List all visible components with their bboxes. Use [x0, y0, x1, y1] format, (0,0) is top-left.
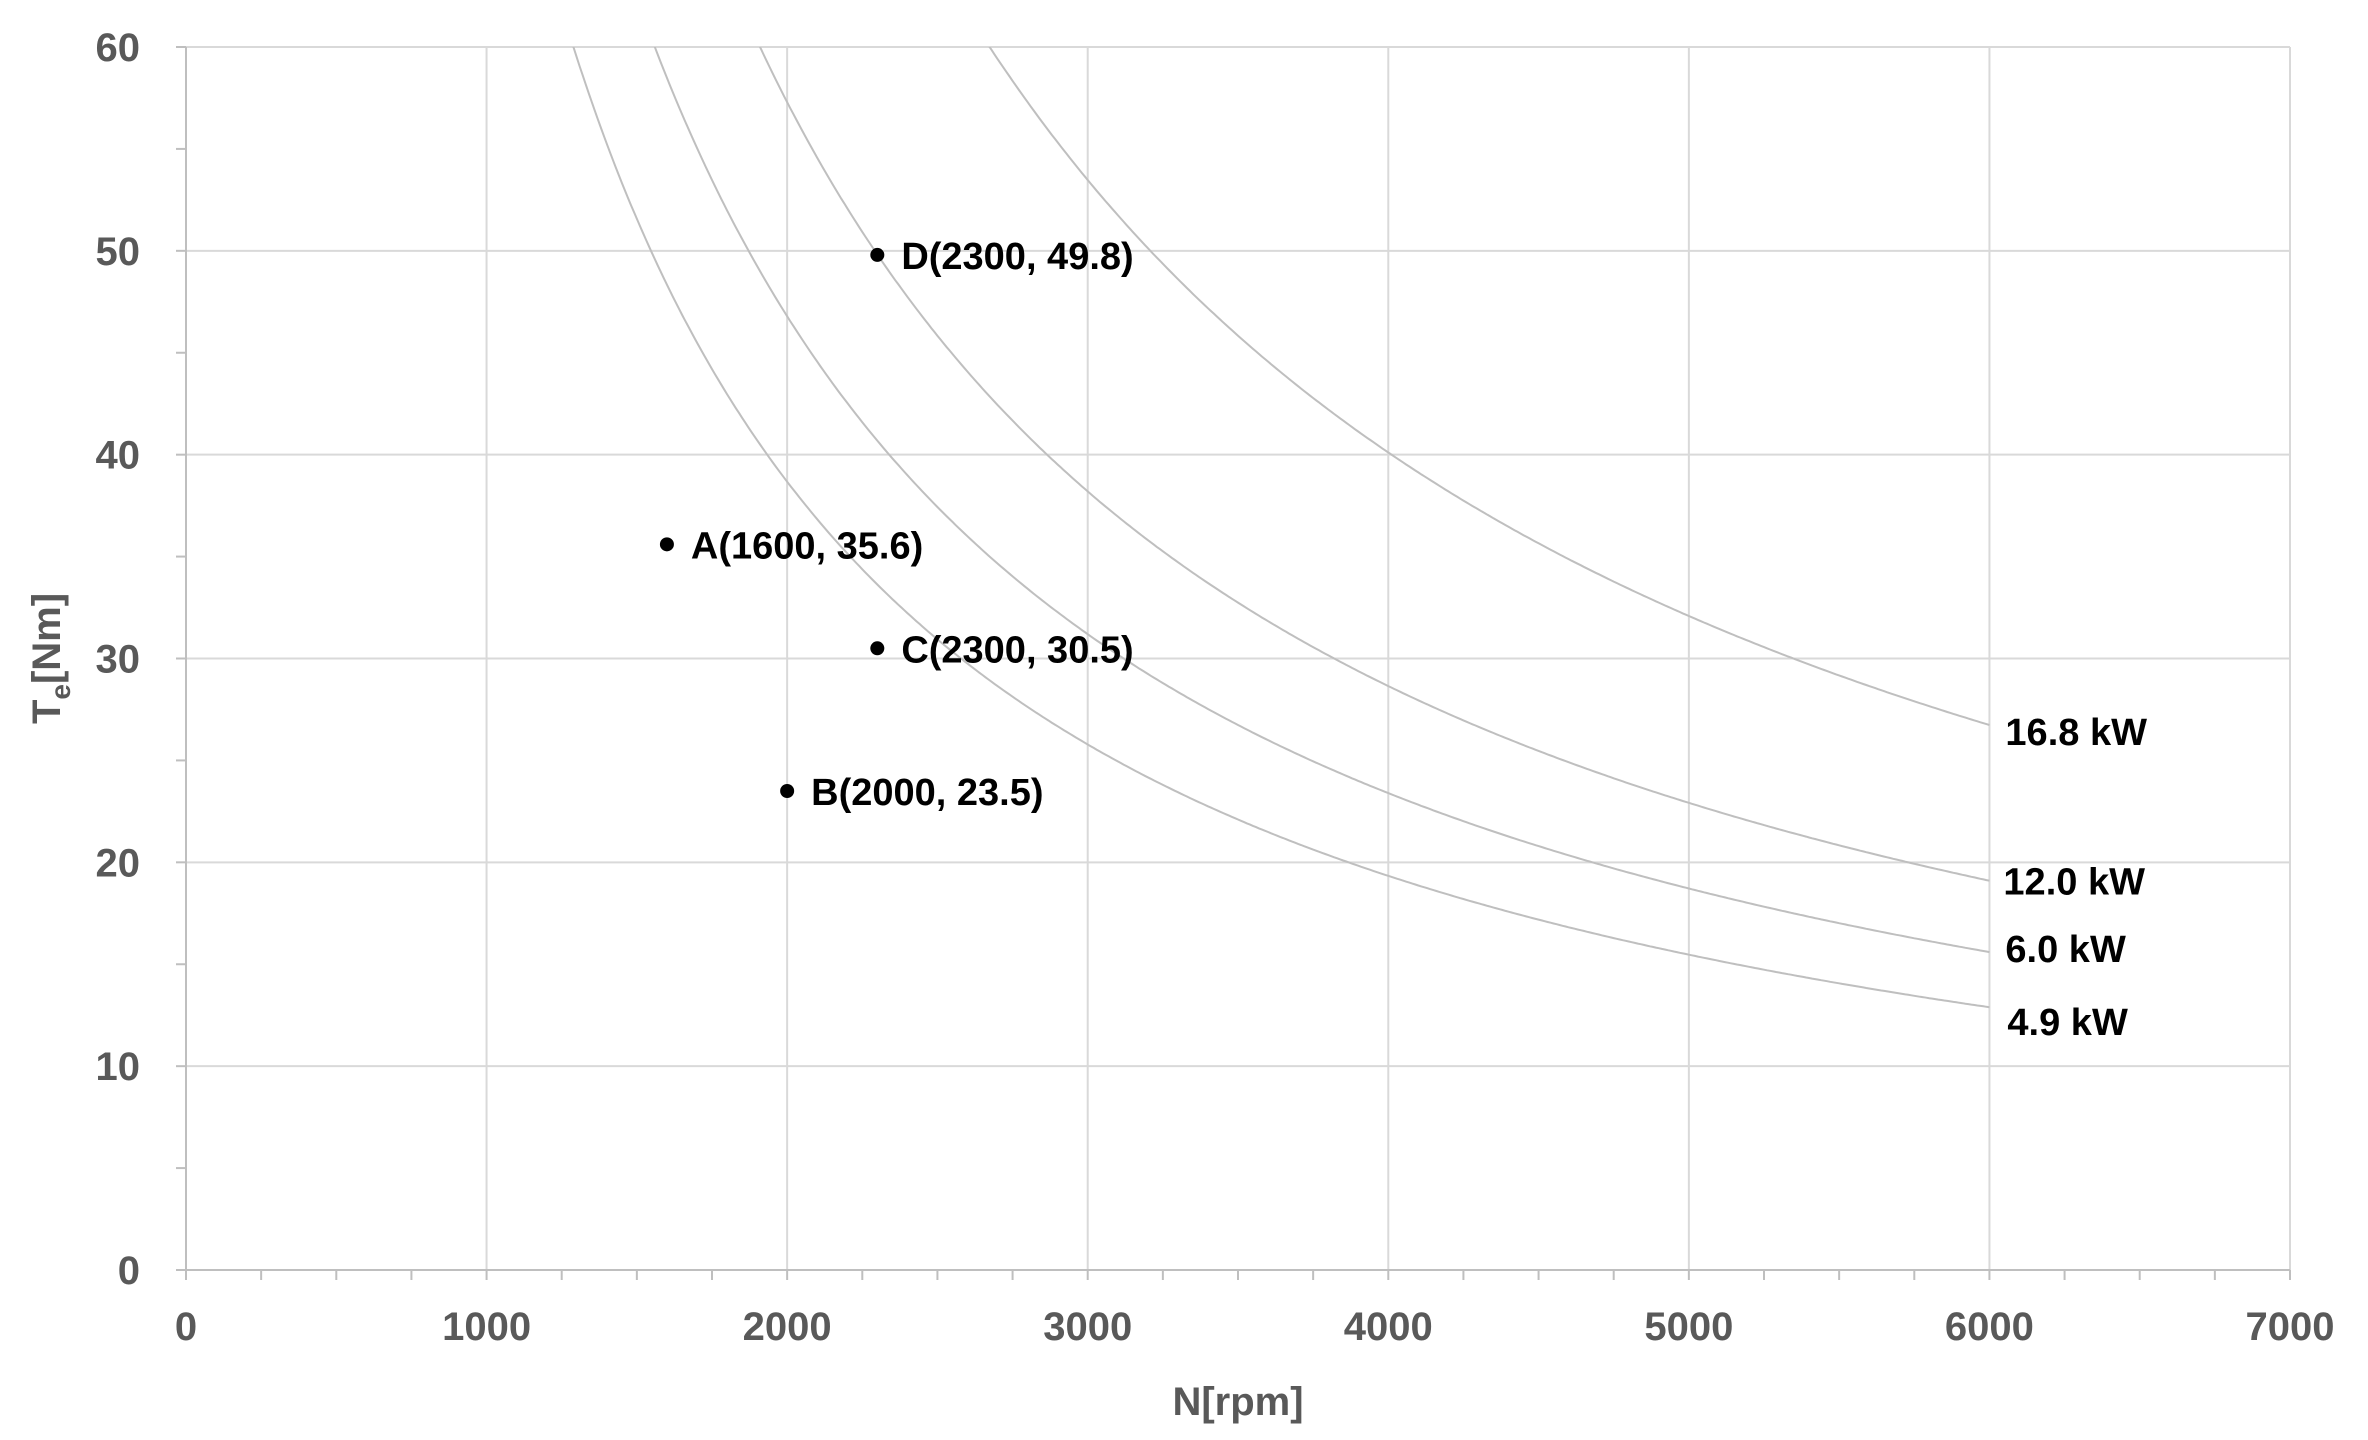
y-tick-label: 50 [96, 230, 141, 274]
x-tick-label: 1000 [442, 1305, 531, 1349]
data-point [870, 247, 885, 262]
curve-label: 12.0 kW [2003, 862, 2145, 904]
y-tick-label: 60 [96, 26, 141, 70]
x-tick-label: 3000 [1043, 1305, 1132, 1349]
x-tick-labels: 0 1000 2000 3000 4000 5000 6000 7000 [175, 1305, 2335, 1349]
x-tick-label: 6000 [1945, 1305, 2034, 1349]
data-point-label: B(2000, 23.5) [811, 772, 1043, 814]
data-points: 16.8 kW 12.0 kW 6.0 kW 4.9 kW A(1600, 35.6) B… [659, 236, 2147, 1044]
x-axis-title: N[rpm] [1172, 1380, 1303, 1424]
y-axis-title: Te[Nm] [25, 593, 76, 724]
data-point-label: C(2300, 30.5) [901, 629, 1133, 671]
x-tick-label: 5000 [1644, 1305, 1733, 1349]
power-curves [572, 47, 1990, 1009]
y-axis-title-unit: [Nm] [25, 593, 69, 684]
y-tick-label: 0 [118, 1249, 140, 1293]
data-point [870, 641, 885, 656]
x-tick-label: 4000 [1344, 1305, 1433, 1349]
power-curve [572, 47, 1990, 1009]
power-curve [758, 47, 1990, 882]
y-axis-title-subscript: e [45, 684, 76, 700]
power-curve [653, 47, 1990, 954]
y-tick-label: 20 [96, 841, 141, 885]
y-tick-label: 30 [96, 638, 141, 682]
curve-label: 16.8 kW [2005, 712, 2147, 754]
x-tick-label: 0 [175, 1305, 197, 1349]
y-tick-label: 40 [96, 434, 141, 478]
x-tick-label: 2000 [743, 1305, 832, 1349]
data-point-label: A(1600, 35.6) [691, 525, 923, 567]
y-axis-title-main: T [25, 700, 69, 724]
x-tick-label: 7000 [2246, 1305, 2335, 1349]
y-tick-labels: 0 10 20 30 40 50 60 [96, 26, 141, 1293]
data-point [659, 537, 674, 552]
power-curve [988, 47, 1990, 726]
curve-label: 4.9 kW [2007, 1002, 2128, 1044]
curve-label: 6.0 kW [2005, 929, 2126, 971]
axes [176, 46, 2291, 1280]
grid-lines [186, 46, 2291, 1270]
y-tick-label: 10 [96, 1045, 141, 1089]
data-point [780, 783, 795, 798]
data-point-label: D(2300, 49.8) [901, 236, 1133, 278]
